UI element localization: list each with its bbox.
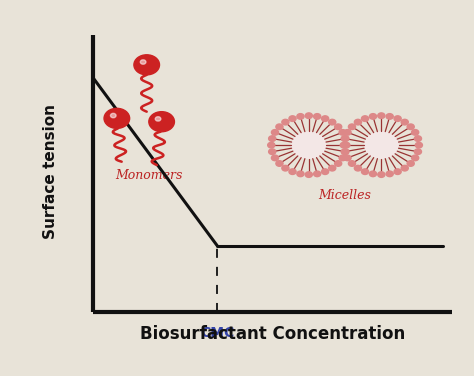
Circle shape — [314, 171, 321, 177]
Circle shape — [292, 132, 326, 158]
Circle shape — [104, 108, 129, 129]
Text: Micelles: Micelles — [319, 189, 372, 202]
Circle shape — [394, 116, 401, 121]
Circle shape — [339, 155, 346, 161]
Circle shape — [355, 165, 362, 171]
Circle shape — [401, 119, 408, 125]
Circle shape — [149, 112, 174, 132]
Circle shape — [289, 169, 296, 174]
Circle shape — [328, 165, 336, 171]
Circle shape — [362, 169, 369, 174]
Circle shape — [339, 130, 346, 135]
Circle shape — [362, 116, 369, 121]
Circle shape — [344, 155, 351, 161]
Circle shape — [321, 116, 328, 121]
Circle shape — [344, 130, 351, 135]
Circle shape — [411, 155, 419, 161]
Circle shape — [134, 55, 159, 75]
Circle shape — [297, 171, 304, 177]
Circle shape — [365, 132, 398, 158]
Circle shape — [335, 161, 342, 166]
Circle shape — [378, 172, 385, 177]
Text: Surface tension: Surface tension — [43, 105, 58, 240]
Circle shape — [321, 169, 328, 174]
Text: Monomers: Monomers — [115, 168, 182, 182]
Circle shape — [340, 143, 347, 148]
Circle shape — [305, 172, 312, 177]
Circle shape — [348, 124, 356, 130]
Circle shape — [140, 60, 146, 64]
Circle shape — [407, 124, 414, 130]
Circle shape — [415, 143, 422, 148]
Circle shape — [378, 113, 385, 118]
Circle shape — [342, 149, 349, 155]
Circle shape — [394, 169, 401, 174]
Circle shape — [282, 165, 289, 171]
Text: Biosurfactant Concentration: Biosurfactant Concentration — [140, 324, 405, 343]
Circle shape — [341, 149, 348, 155]
Circle shape — [276, 161, 283, 166]
Circle shape — [407, 161, 414, 166]
Circle shape — [305, 113, 312, 118]
Circle shape — [369, 114, 376, 119]
Circle shape — [314, 114, 321, 119]
Circle shape — [341, 136, 348, 141]
Text: CMC: CMC — [200, 326, 234, 340]
Circle shape — [155, 117, 161, 121]
Circle shape — [343, 143, 350, 148]
Circle shape — [411, 130, 419, 135]
Circle shape — [282, 119, 289, 125]
Circle shape — [268, 143, 275, 148]
Circle shape — [272, 155, 279, 161]
Circle shape — [297, 114, 304, 119]
Circle shape — [335, 124, 342, 130]
Circle shape — [348, 161, 356, 166]
Circle shape — [369, 171, 376, 177]
Circle shape — [289, 116, 296, 121]
Circle shape — [386, 114, 393, 119]
Circle shape — [342, 136, 349, 141]
Circle shape — [110, 113, 116, 118]
Circle shape — [269, 149, 276, 155]
Circle shape — [401, 165, 408, 171]
Circle shape — [328, 119, 336, 125]
Circle shape — [414, 136, 421, 141]
Circle shape — [414, 149, 421, 155]
Circle shape — [276, 124, 283, 130]
Circle shape — [355, 119, 362, 125]
Circle shape — [269, 136, 276, 141]
Circle shape — [386, 171, 393, 177]
Circle shape — [272, 130, 279, 135]
